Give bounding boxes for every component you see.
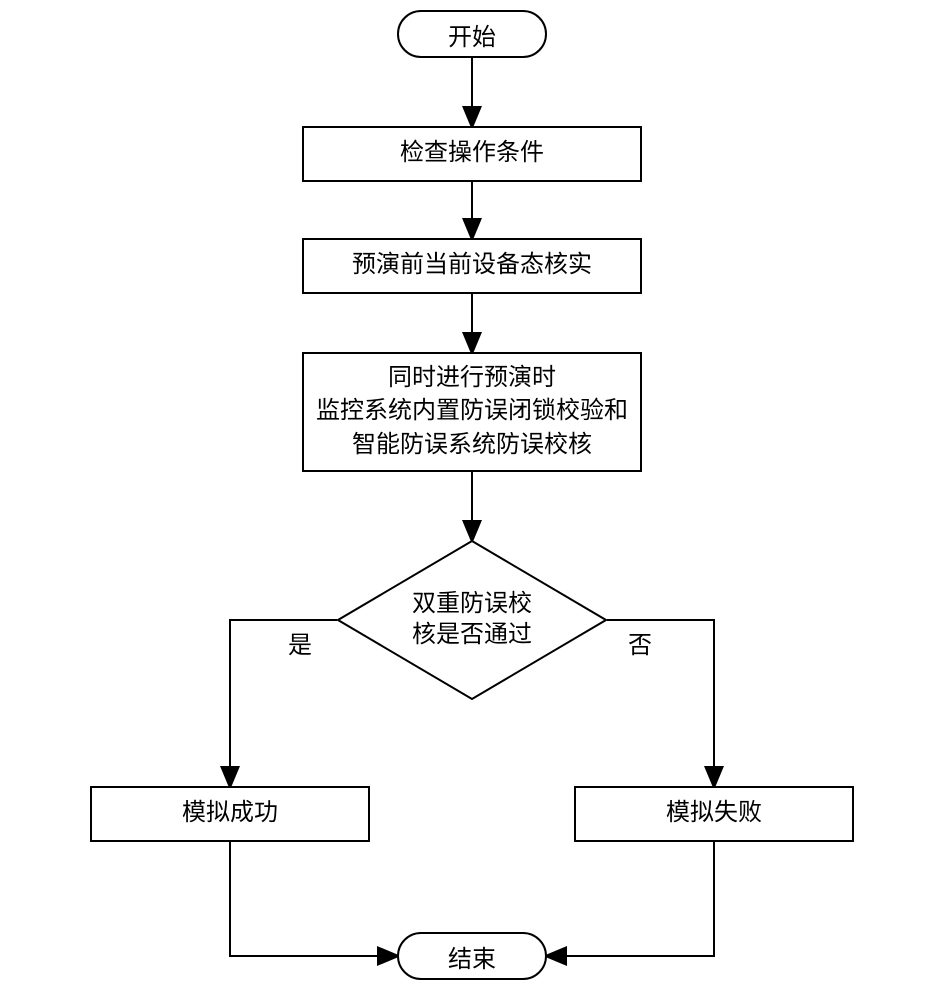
- node-check-label: 检查操作条件: [400, 137, 544, 171]
- node-start-label: 开始: [448, 17, 496, 52]
- node-decision-label: 双重防误校 核是否通过: [412, 589, 532, 651]
- node-fail: 模拟失败: [574, 786, 854, 842]
- node-verify-label: 预演前当前设备态核实: [352, 249, 592, 283]
- edge-label-yes: 是: [288, 625, 312, 660]
- edge-label-no: 否: [628, 625, 652, 660]
- node-fail-label: 模拟失败: [666, 797, 762, 831]
- node-both-label: 同时进行预演时 监控系统内置防误闭锁校验和 智能防误系统防误校核: [316, 362, 628, 463]
- node-both-checks: 同时进行预演时 监控系统内置防误闭锁校验和 智能防误系统防误校核: [302, 352, 642, 472]
- flowchart-canvas: 开始 检查操作条件 预演前当前设备态核实 同时进行预演时 监控系统内置防误闭锁校…: [0, 0, 944, 1000]
- node-check: 检查操作条件: [302, 126, 642, 182]
- node-decision: 双重防误校 核是否通过: [337, 540, 607, 700]
- node-verify: 预演前当前设备态核实: [302, 238, 642, 294]
- node-success: 模拟成功: [90, 786, 370, 842]
- node-end: 结束: [397, 932, 547, 980]
- node-start: 开始: [397, 10, 547, 58]
- node-end-label: 结束: [448, 939, 496, 974]
- node-success-label: 模拟成功: [182, 797, 278, 831]
